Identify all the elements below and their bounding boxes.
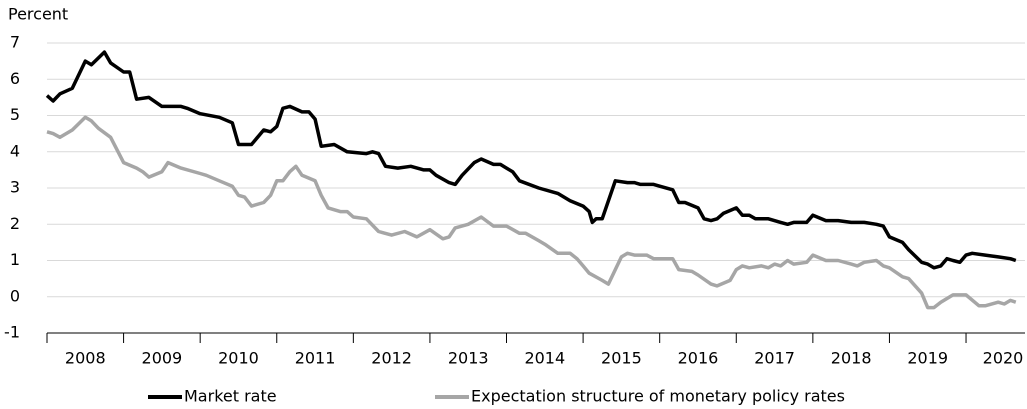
y-tick-label: 7 [10,33,20,52]
y-tick-label: 6 [10,69,20,88]
series-line [46,115,1017,310]
y-tick-label: 2 [10,214,20,233]
y-tick-label: 5 [10,105,20,124]
y-tick-label: 4 [10,141,20,160]
y-tick-label: -1 [4,323,20,342]
x-tick-label: 2020 [983,349,1024,368]
x-tick-label: 2010 [218,349,259,368]
x-tick-label: 2008 [65,349,106,368]
x-tick-label: 2009 [142,349,183,368]
x-tick-label: 2015 [601,349,642,368]
x-tick-label: 2018 [831,349,872,368]
legend-label: Market rate [184,387,277,406]
y-tick-label: 1 [10,250,20,269]
x-tick-label: 2012 [371,349,412,368]
x-tick-label: 2019 [907,349,948,368]
x-tick-label: 2011 [295,349,336,368]
y-tick-label: 3 [10,178,20,197]
y-axis-label: Percent [8,5,68,24]
x-tick-label: 2014 [524,349,565,368]
legend-label: Expectation structure of monetary policy… [471,387,845,406]
y-tick-label: 0 [10,286,20,305]
x-tick-label: 2017 [754,349,795,368]
x-tick-label: 2013 [448,349,489,368]
x-tick-label: 2016 [678,349,719,368]
series-line [45,50,1017,270]
